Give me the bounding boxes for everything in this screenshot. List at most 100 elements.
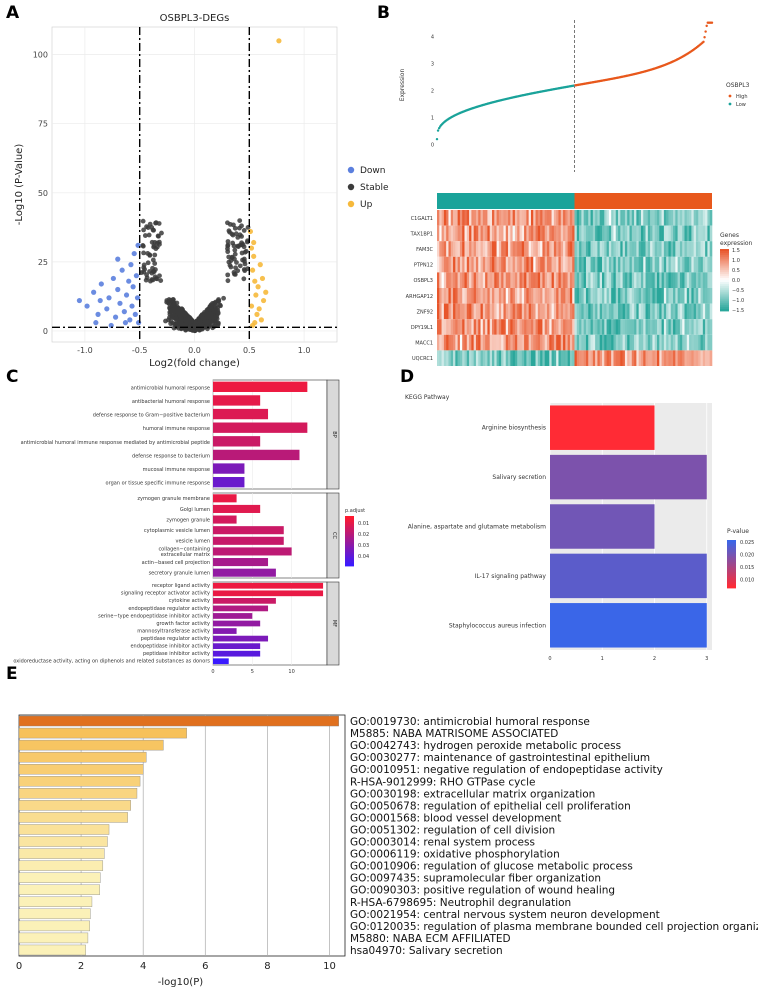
heatmap-cell bbox=[659, 210, 662, 226]
heatmap-cell bbox=[684, 210, 688, 226]
heatmap-cell bbox=[482, 303, 486, 320]
heatmap-legend-gradient bbox=[720, 261, 729, 264]
enrichment-bar bbox=[18, 715, 339, 727]
heatmap-cell bbox=[585, 319, 589, 335]
heatmap-legend-gradient bbox=[720, 300, 729, 304]
heatmap-cell bbox=[613, 225, 617, 242]
heatmap-cell bbox=[517, 288, 520, 304]
heatmap-cell bbox=[492, 334, 495, 351]
heatmap-cell bbox=[572, 210, 575, 226]
heatmap-cell bbox=[530, 256, 534, 273]
heatmap-cell bbox=[464, 319, 468, 335]
heatmap-cell bbox=[540, 225, 543, 242]
stable-point bbox=[225, 243, 231, 249]
heatmap-cell bbox=[530, 303, 534, 320]
heatmap-cell bbox=[675, 272, 678, 288]
heatmap-cell bbox=[441, 241, 445, 257]
heatmap-cell bbox=[542, 256, 546, 273]
expression-point bbox=[704, 30, 707, 33]
heatmap-cell bbox=[686, 210, 690, 226]
heatmap-cell bbox=[654, 350, 658, 366]
heatmap-legend-gradient bbox=[720, 308, 729, 312]
heatmap-cell bbox=[453, 210, 456, 226]
heatmap-cell bbox=[514, 319, 518, 335]
legend-gradient bbox=[345, 542, 354, 545]
heatmap-cell bbox=[469, 256, 472, 273]
heatmap-cell bbox=[599, 225, 603, 242]
down-point bbox=[122, 320, 129, 326]
heatmap-cell bbox=[693, 256, 697, 273]
heatmap-cell bbox=[501, 225, 504, 242]
heatmap-cell bbox=[645, 319, 649, 335]
heatmap-cell bbox=[457, 350, 461, 366]
heatmap-cell bbox=[540, 303, 543, 320]
heatmap-cell bbox=[519, 225, 523, 242]
heatmap-cell bbox=[517, 303, 520, 320]
heatmap-cell bbox=[666, 241, 669, 257]
stable-point bbox=[225, 249, 231, 255]
heatmap-cell bbox=[556, 319, 559, 335]
heatmap-cell bbox=[615, 319, 619, 335]
heatmap-cell bbox=[542, 288, 546, 304]
heatmap-cell bbox=[597, 288, 601, 304]
heatmap-cell bbox=[650, 256, 653, 273]
heatmap-cell bbox=[670, 319, 674, 335]
heatmap-cell bbox=[622, 225, 626, 242]
heatmap-cell bbox=[695, 241, 699, 257]
heatmap-cell bbox=[501, 210, 504, 226]
heatmap-cell bbox=[645, 225, 649, 242]
heatmap-cell bbox=[439, 334, 442, 351]
heatmap-cell bbox=[599, 256, 603, 273]
heatmap-cell bbox=[457, 241, 461, 257]
heatmap-cell bbox=[503, 319, 507, 335]
heatmap-cell bbox=[437, 288, 440, 304]
x-tick-label: 4 bbox=[140, 961, 146, 972]
heatmap-cell bbox=[547, 241, 550, 257]
heatmap-cell bbox=[547, 225, 550, 242]
legend-gradient bbox=[727, 554, 736, 557]
up-point bbox=[251, 239, 257, 246]
heatmap-cell bbox=[567, 241, 571, 257]
heatmap-cell bbox=[691, 272, 694, 288]
heatmap-cell bbox=[675, 319, 678, 335]
heatmap-cell bbox=[631, 334, 635, 351]
heatmap-cell bbox=[540, 241, 543, 257]
heatmap-cell bbox=[528, 303, 532, 320]
heatmap-cell bbox=[585, 241, 589, 257]
heatmap-cell bbox=[494, 288, 497, 304]
heatmap-cell bbox=[679, 272, 683, 288]
heatmap-cell bbox=[659, 225, 662, 242]
heatmap-cell bbox=[471, 225, 474, 242]
heatmap-cell bbox=[599, 241, 603, 257]
heatmap-cell bbox=[647, 303, 651, 320]
panel-label-e: E bbox=[6, 664, 18, 684]
heatmap-cell bbox=[663, 334, 667, 351]
heatmap-row-label: OSBPL3 bbox=[413, 278, 433, 284]
heatmap-cell bbox=[494, 256, 497, 273]
heatmap-cell bbox=[501, 303, 504, 320]
heatmap-cell bbox=[526, 288, 529, 304]
heatmap-cell bbox=[457, 288, 461, 304]
heatmap-cell bbox=[453, 272, 456, 288]
heatmap-cell bbox=[569, 256, 573, 273]
heatmap-cell bbox=[556, 272, 559, 288]
expression-point bbox=[436, 129, 440, 132]
x-axis-title: -log10(P) bbox=[158, 977, 204, 988]
heatmap-cell bbox=[585, 350, 589, 366]
heatmap-cell bbox=[640, 241, 644, 257]
heatmap-cell bbox=[503, 241, 507, 257]
heatmap-cell bbox=[473, 334, 477, 351]
down-point bbox=[112, 314, 119, 320]
heatmap-cell bbox=[487, 350, 491, 366]
heatmap-cell bbox=[615, 225, 619, 242]
go-bar bbox=[213, 477, 245, 488]
legend-gradient bbox=[345, 518, 354, 521]
heatmap-cell bbox=[700, 334, 704, 351]
heatmap-cell bbox=[446, 288, 449, 304]
heatmap-cell bbox=[652, 241, 656, 257]
heatmap-legend-gradient bbox=[720, 273, 729, 277]
heatmap-cell bbox=[629, 350, 633, 366]
heatmap-cell bbox=[590, 241, 594, 257]
heatmap-cell bbox=[608, 303, 612, 320]
heatmap-cell bbox=[457, 319, 461, 335]
